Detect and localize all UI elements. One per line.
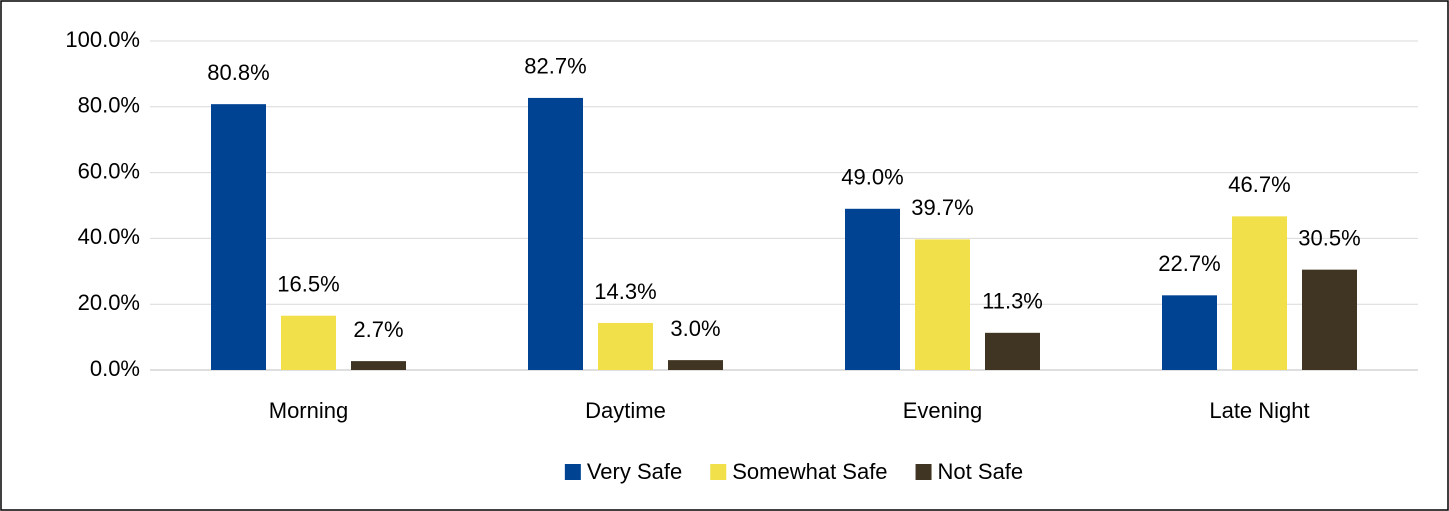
y-tick-label: 40.0% (78, 224, 140, 249)
data-label: 2.7% (353, 317, 403, 342)
bar (351, 361, 406, 370)
bar (1232, 216, 1287, 370)
legend-swatch (915, 464, 932, 480)
legend-swatch (710, 464, 727, 480)
bar (845, 208, 900, 370)
bar (1302, 269, 1357, 370)
data-label: 14.3% (594, 279, 656, 304)
x-tick-label: Late Night (1209, 398, 1309, 423)
y-tick-label: 60.0% (78, 158, 140, 183)
legend-label: Not Safe (938, 459, 1024, 484)
y-tick-label: 0.0% (90, 356, 140, 381)
bar (668, 360, 723, 370)
data-label: 16.5% (277, 272, 339, 297)
y-tick-label: 20.0% (78, 290, 140, 315)
bar (528, 97, 583, 371)
data-label: 82.7% (524, 54, 586, 79)
x-tick-label: Daytime (585, 398, 666, 423)
bar (915, 239, 970, 370)
bar (281, 315, 336, 370)
x-tick-label: Morning (269, 398, 348, 423)
bar (1162, 295, 1217, 370)
x-tick-label: Evening (903, 398, 983, 423)
legend-label: Somewhat Safe (732, 459, 887, 484)
y-tick-label: 80.0% (78, 93, 140, 118)
data-label: 39.7% (911, 195, 973, 220)
data-label: 11.3% (982, 289, 1043, 314)
bar (211, 104, 266, 370)
data-label: 46.7% (1228, 172, 1290, 197)
bar (985, 332, 1040, 370)
data-label: 30.5% (1298, 225, 1360, 250)
data-label: 49.0% (841, 165, 903, 190)
legend-swatch (564, 464, 581, 480)
data-label: 22.7% (1158, 251, 1220, 276)
data-label: 3.0% (670, 316, 720, 341)
data-label: 80.8% (207, 60, 269, 85)
bar (598, 322, 653, 370)
y-tick-label: 100.0% (65, 27, 140, 52)
legend-label: Very Safe (587, 459, 682, 484)
